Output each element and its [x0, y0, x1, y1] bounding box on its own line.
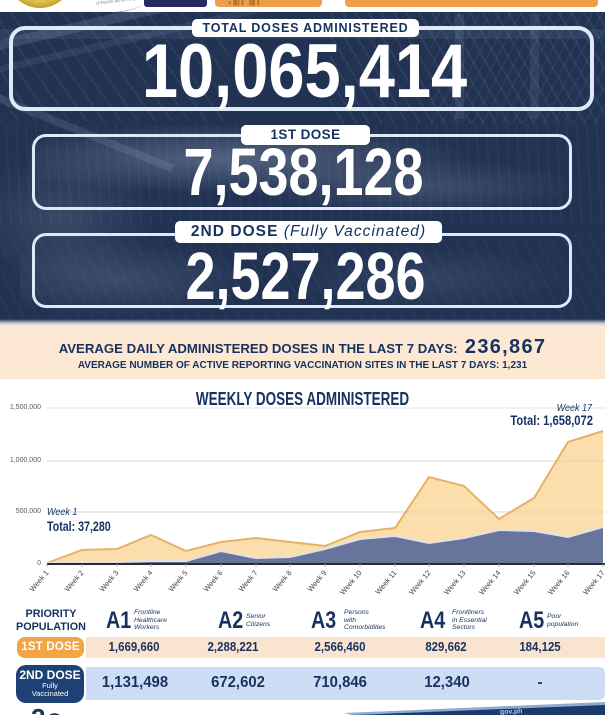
svg-text:Week 8: Week 8 [271, 569, 294, 594]
svg-text:Week 6: Week 6 [202, 569, 225, 594]
svg-text:Week 3: Week 3 [98, 569, 121, 594]
svg-text:Week 17: Week 17 [581, 569, 605, 597]
svg-text:Week 2: Week 2 [63, 569, 86, 594]
svg-text:Week 13: Week 13 [442, 569, 468, 597]
svg-text:Week 12: Week 12 [407, 569, 433, 597]
svg-text:Week 10: Week 10 [338, 569, 364, 597]
svg-text:Week 9: Week 9 [306, 569, 329, 594]
svg-text:Week 11: Week 11 [373, 569, 398, 597]
svg-text:Week 7: Week 7 [237, 569, 260, 594]
svg-text:Week 5: Week 5 [167, 569, 190, 594]
svg-text:Week 1: Week 1 [28, 569, 51, 594]
svg-text:gov.ph: gov.ph [500, 708, 523, 715]
svg-text:Week 16: Week 16 [546, 569, 572, 597]
svg-text:Week 14: Week 14 [477, 569, 503, 597]
svg-text:Week 4: Week 4 [132, 569, 155, 594]
svg-text:Week 15: Week 15 [512, 569, 538, 597]
